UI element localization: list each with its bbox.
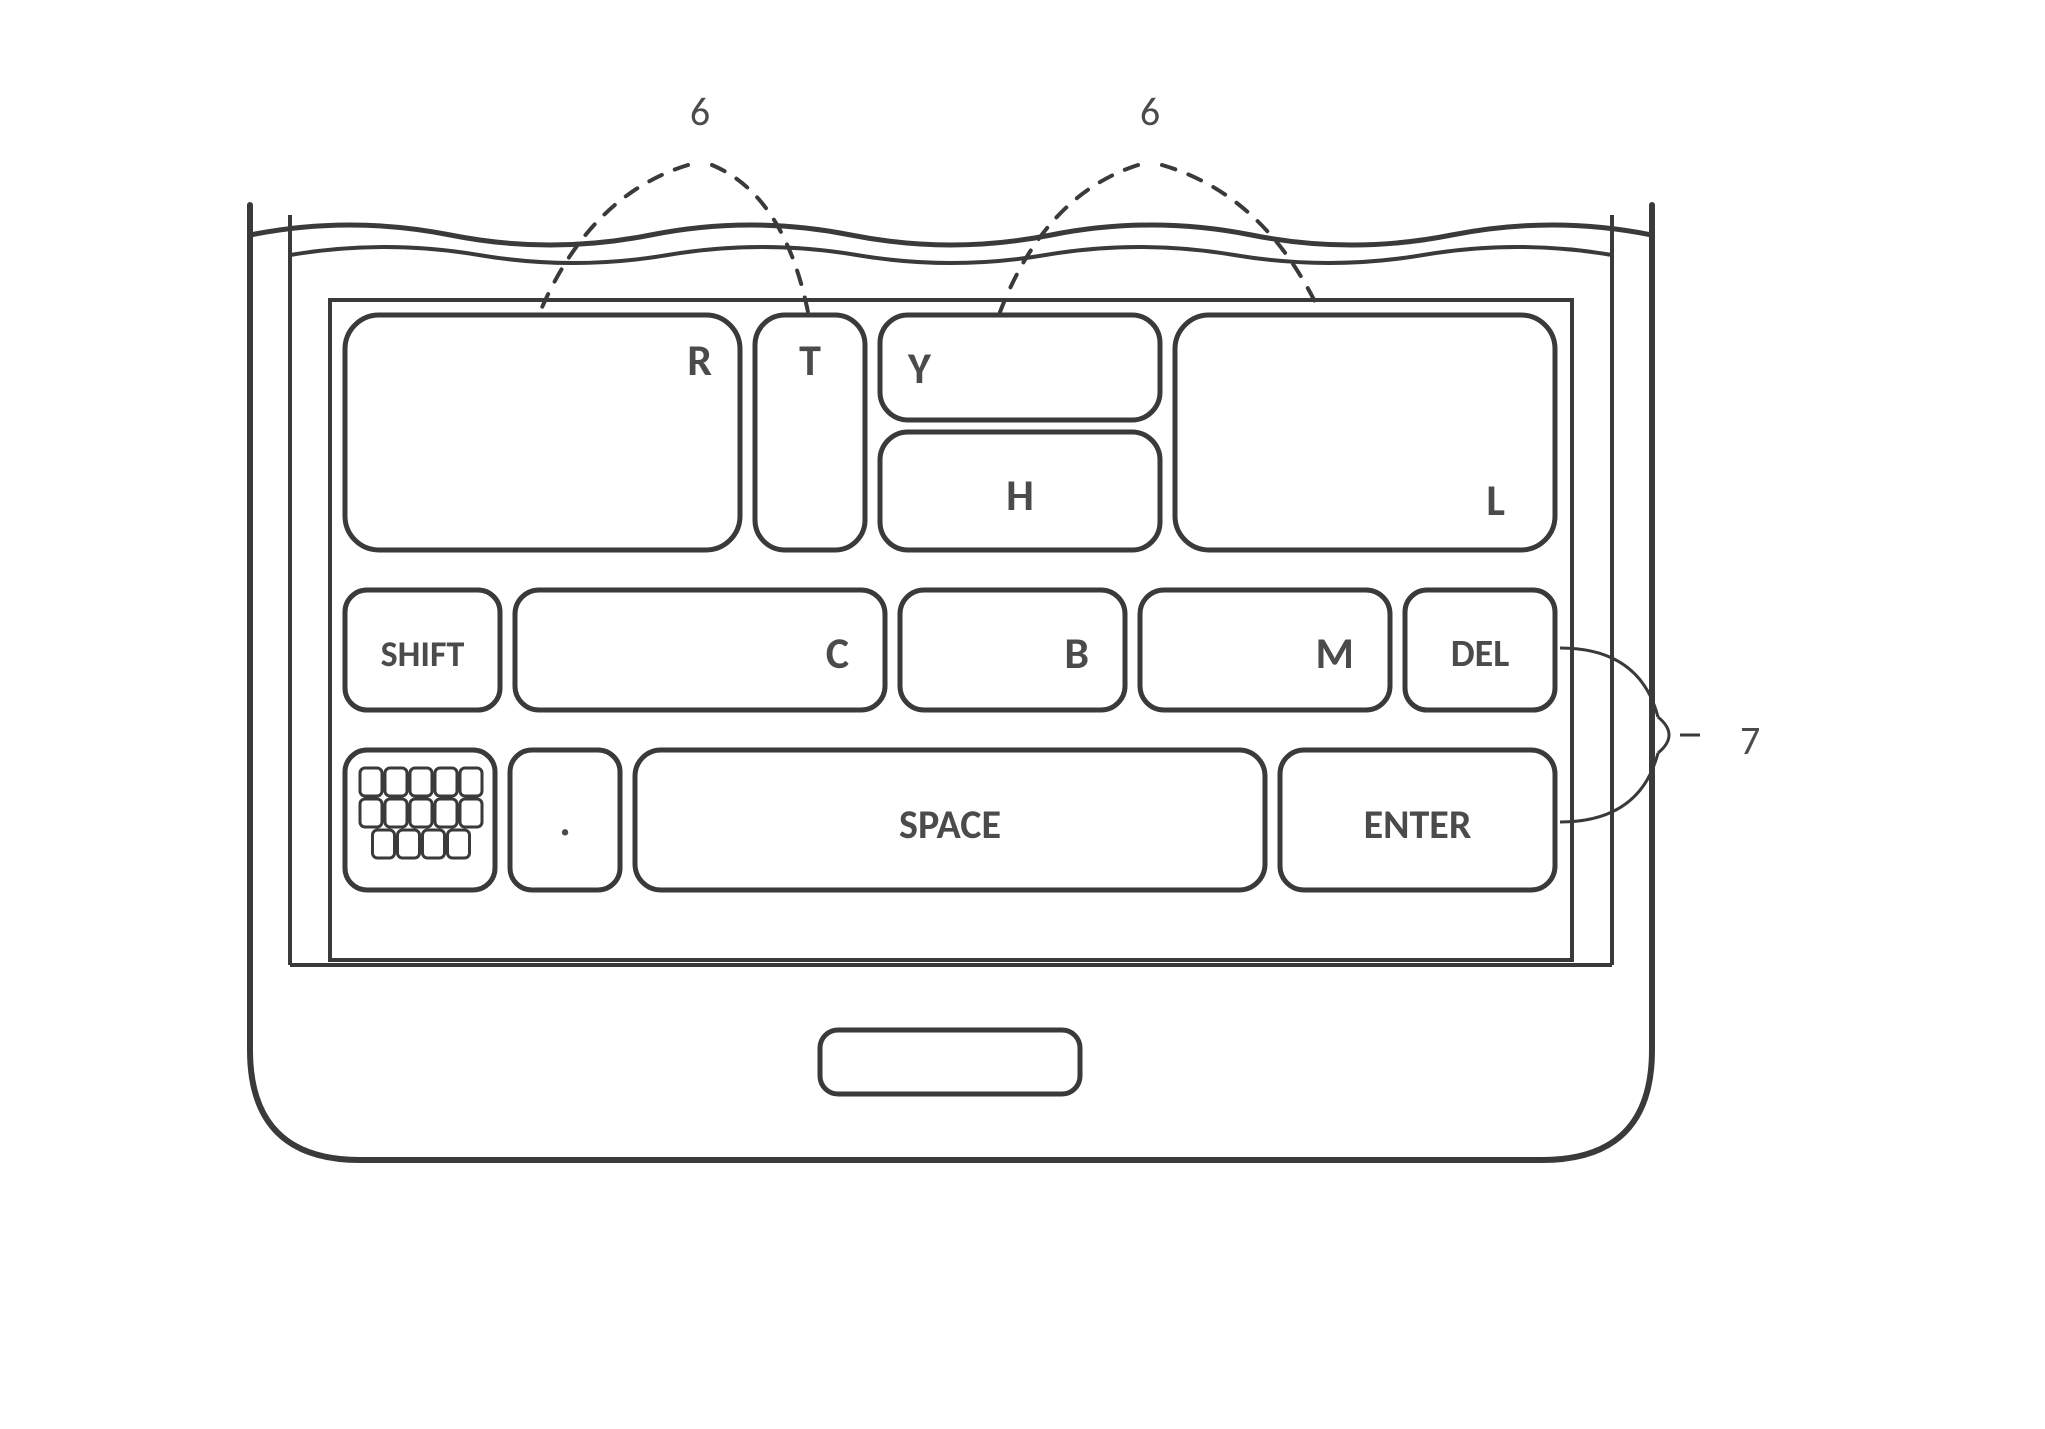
key-period-label: · <box>560 811 569 852</box>
brace-join <box>1658 717 1669 753</box>
callout-arc <box>712 165 808 312</box>
key-h-label: H <box>1006 468 1034 522</box>
callout-7: 7 <box>1740 716 1760 765</box>
key-space-label: SPACE <box>899 800 1001 849</box>
key-keyboard-toggle[interactable] <box>345 750 495 890</box>
leader-enter <box>1560 753 1658 822</box>
key-enter-label: ENTER <box>1364 800 1472 849</box>
leader-del <box>1560 648 1658 717</box>
callout-6-right: 6 <box>1140 87 1160 136</box>
key-del-label: DEL <box>1451 631 1510 677</box>
key-b[interactable] <box>900 590 1125 710</box>
key-r[interactable] <box>345 315 740 550</box>
tear-line-inner <box>290 247 1612 263</box>
home-button[interactable] <box>820 1030 1080 1094</box>
callout-6-left: 6 <box>690 87 710 136</box>
callout-arc <box>1162 165 1320 312</box>
key-b-label: B <box>1064 626 1089 680</box>
key-shift-label: SHIFT <box>381 632 465 676</box>
keyboard-patent-figure: R T Y H L SHIFT C B M DEL · SPACE ENTER 6 6 7 <box>0 0 2045 1429</box>
key-t-label: T <box>799 333 821 387</box>
key-l-label: L <box>1486 473 1505 527</box>
key-y-label: Y <box>907 341 932 395</box>
key-c-label: C <box>826 626 849 680</box>
key-r-label: R <box>687 333 712 387</box>
key-m-label: M <box>1316 626 1354 680</box>
tear-line-outer <box>250 225 1652 245</box>
